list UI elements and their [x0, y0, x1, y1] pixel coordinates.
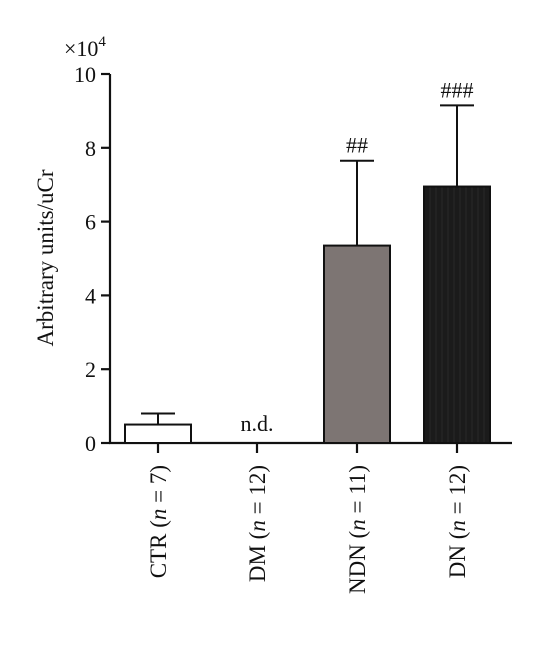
bar	[323, 244, 391, 444]
x-category-label: CTR (n = 7)	[146, 465, 171, 578]
y-tick-label: 4	[85, 283, 96, 308]
significance-label: ##	[346, 133, 368, 158]
y-multiplier: ×104	[64, 34, 106, 61]
x-category-label: DN (n = 12)	[445, 465, 470, 578]
bar	[124, 423, 192, 444]
significance-label: ###	[441, 77, 474, 102]
y-axis-title: Arbitrary units/uCr	[33, 169, 58, 346]
x-category-label: DM (n = 12)	[245, 465, 270, 582]
bar	[423, 185, 491, 444]
y-tick-label: 2	[85, 357, 96, 382]
y-tick-label: 6	[85, 210, 96, 235]
y-tick-label: 8	[85, 136, 96, 161]
significance-label: n.d.	[241, 411, 274, 436]
x-category-label: NDN (n = 11)	[345, 465, 370, 594]
y-tick-label: 0	[85, 431, 96, 456]
y-tick-label: 10	[74, 62, 96, 87]
